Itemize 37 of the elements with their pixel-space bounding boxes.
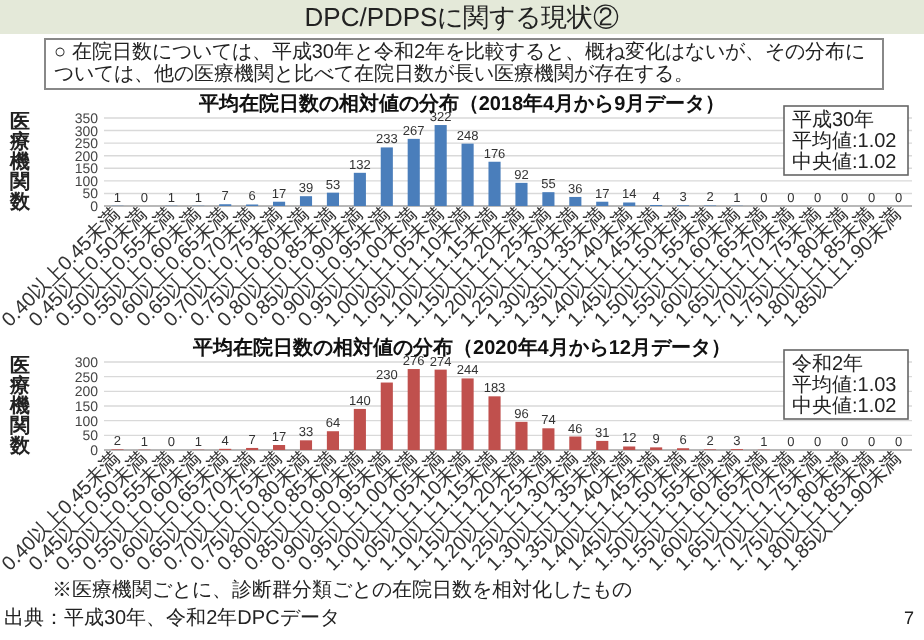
bar — [542, 428, 555, 450]
bar — [353, 172, 366, 206]
bar — [380, 147, 393, 206]
annotation: 平均値:1.03 — [792, 373, 898, 397]
bar — [569, 196, 582, 206]
bar — [434, 369, 447, 450]
bar — [299, 440, 313, 450]
bar — [407, 369, 420, 450]
text: ※医療機関ごとに、診断群分類ごとの在院日数を相対化したもの — [52, 578, 632, 602]
y-axis-title: 医療機関数 — [8, 354, 32, 458]
bar — [569, 436, 582, 450]
bar — [326, 431, 339, 450]
bar — [461, 143, 474, 206]
text: 7 — [904, 608, 915, 628]
annotation: 中央値:1.02 — [792, 394, 898, 418]
source-note: 出典：平成30年、令和2年DPCデータ — [4, 606, 340, 630]
chart-title: 平均在院日数の相対値の分布（2018年4月から9月データ） — [196, 92, 726, 116]
text: ○ 在院日数については、平成30年と令和2年を比較すると、概ね変化はないが、その分布については、他の医療機関と比べて在院日数が長い医療機関が存在する。 — [44, 38, 884, 90]
bar — [407, 138, 420, 206]
y-axis-title: 医療機関数 — [8, 110, 32, 214]
bar — [542, 192, 555, 206]
bar — [488, 396, 501, 450]
bar — [515, 421, 528, 450]
annotation: 平成30年 — [792, 108, 875, 132]
bar — [461, 378, 474, 450]
annotation: 中央値:1.02 — [792, 150, 898, 174]
bar — [353, 408, 366, 450]
bar — [434, 125, 447, 206]
text: DPC/PDPSに関する現状② — [0, 0, 924, 34]
annotation: 平均値:1.02 — [792, 129, 898, 153]
bar — [299, 196, 313, 206]
bar — [596, 440, 609, 450]
bar — [326, 192, 339, 206]
bar — [515, 182, 528, 206]
annotation: 令和2年 — [792, 352, 864, 376]
bar — [380, 382, 393, 450]
bar — [488, 161, 501, 206]
